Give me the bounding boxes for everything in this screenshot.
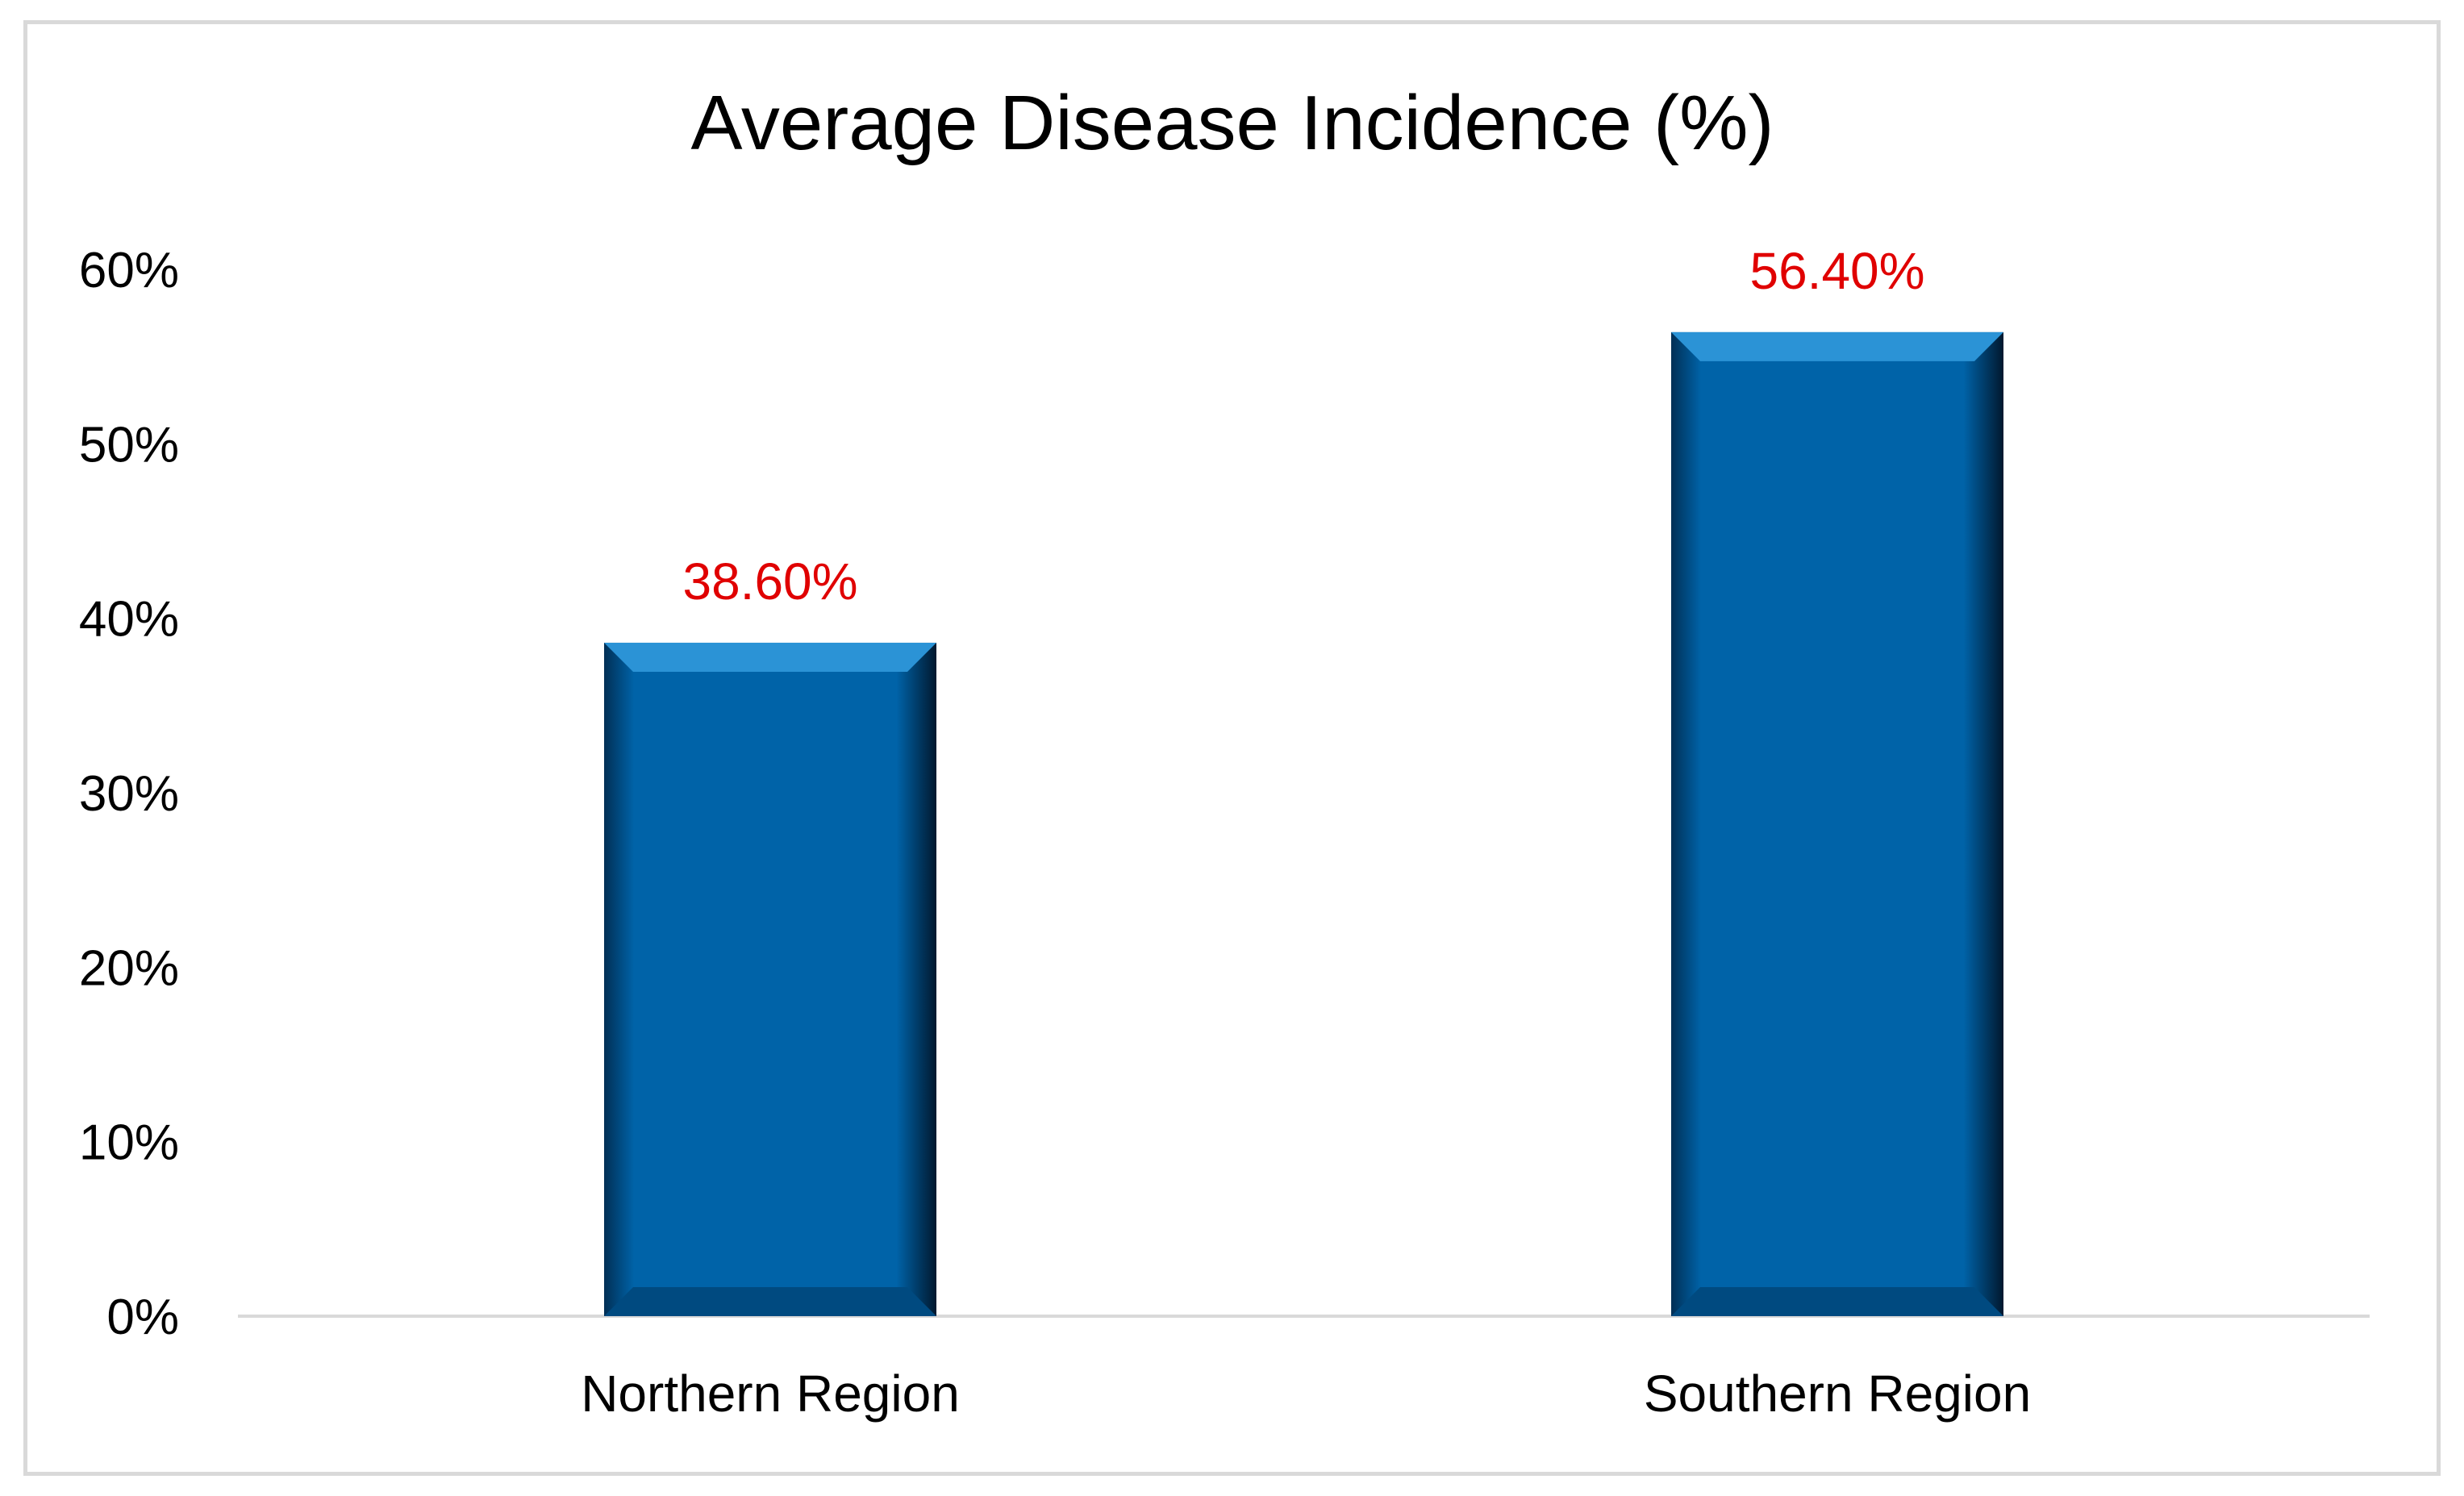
x-axis: Northern Region Southern Region (581, 1365, 2031, 1423)
bar-bevel-top (604, 642, 936, 672)
x-tick-label: Southern Region (1644, 1365, 2031, 1423)
bar (1671, 331, 2003, 1316)
bar-bevel-bottom (1671, 1287, 2003, 1316)
y-tick-label: 40% (79, 592, 179, 648)
y-axis: 0% 10% 20% 30% 40% 50% 60% (79, 243, 179, 1345)
data-label: 38.60% (682, 552, 857, 610)
bars: 38.60% 56.40% (604, 242, 2003, 1316)
bar-bevel-bottom (604, 1287, 936, 1316)
y-tick-label: 20% (79, 940, 179, 996)
bar (604, 642, 936, 1316)
bar-bevel-top (1671, 331, 2003, 361)
x-tick-label: Northern Region (581, 1365, 960, 1423)
data-label: 56.40% (1749, 242, 1924, 300)
chart-title: Average Disease Incidence (%) (691, 80, 1774, 166)
y-tick-label: 0% (106, 1290, 179, 1345)
chart-frame (23, 20, 2441, 1476)
y-tick-label: 50% (79, 417, 179, 473)
y-tick-label: 60% (79, 243, 179, 298)
y-tick-label: 10% (79, 1115, 179, 1171)
y-tick-label: 30% (79, 766, 179, 822)
